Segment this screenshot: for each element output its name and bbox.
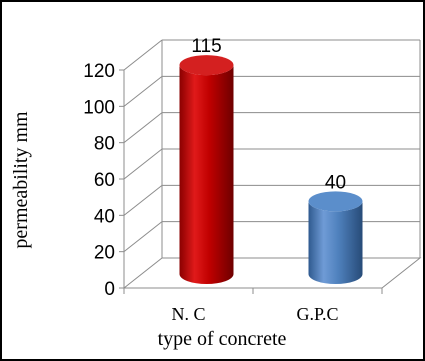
chart-walls <box>122 40 422 289</box>
gridline-side <box>123 75 163 107</box>
bar-top-g-p-c <box>308 191 363 212</box>
labels: 0 20 40 60 80 100 120 115 N. C 40 G.P.C <box>83 36 346 324</box>
gridline-side <box>123 148 163 180</box>
category-label-g-p-c: G.P.C <box>296 304 338 324</box>
x-axis-title: type of concrete <box>158 328 287 350</box>
gridlines <box>123 39 420 253</box>
bar-chart: 0 20 40 60 80 100 120 115 N. C 40 G.P.C permeabili… <box>10 36 422 350</box>
category-label-n-c: N. C <box>171 304 205 324</box>
floor-outline <box>122 257 422 289</box>
y-tick-label: 60 <box>94 170 115 191</box>
gridline-side <box>123 39 163 71</box>
y-tick-label: 100 <box>83 97 115 118</box>
y-tick-label: 20 <box>94 243 115 264</box>
data-label-n-c: 115 <box>191 36 221 57</box>
gridline-side <box>123 112 163 144</box>
axes <box>119 69 383 294</box>
y-axis-title: permeability mm <box>10 111 32 249</box>
y-tick-label: 40 <box>94 206 115 227</box>
bar-g-p-c <box>308 201 363 284</box>
data-label-g-p-c: 40 <box>325 172 346 193</box>
bar-n-c <box>179 65 234 284</box>
bar-top-n-c <box>179 55 234 76</box>
gridline-side <box>123 184 163 216</box>
y-tick-label: 0 <box>104 279 115 300</box>
y-tick-label: 80 <box>94 134 115 155</box>
gridline-side <box>123 221 163 253</box>
y-tick-label: 120 <box>83 61 115 82</box>
bars <box>179 55 363 284</box>
